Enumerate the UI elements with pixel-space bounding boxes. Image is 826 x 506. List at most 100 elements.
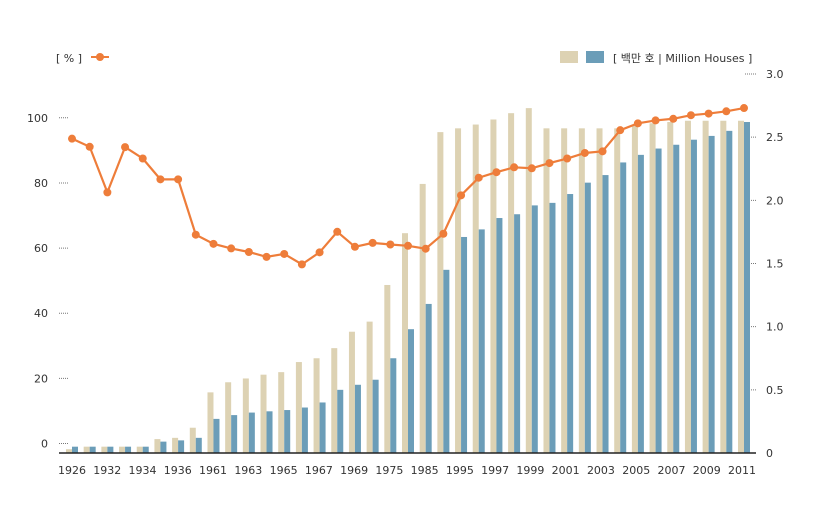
- bar-beige: [366, 321, 373, 453]
- line-point: [227, 244, 236, 253]
- x-tick-label: 2007: [657, 464, 685, 477]
- bar-blue: [461, 236, 468, 453]
- line-series: [68, 104, 748, 269]
- bar-beige: [331, 348, 338, 453]
- left-tick-label: 40: [34, 307, 48, 320]
- x-tick-label: 1961: [199, 464, 227, 477]
- bar-blue: [337, 389, 344, 453]
- bar-beige: [295, 362, 302, 453]
- bar-blue: [178, 440, 185, 453]
- right-tick-label: 1.0: [766, 321, 784, 334]
- bar-blue: [620, 162, 627, 454]
- right-tick-label: 2.5: [766, 131, 784, 144]
- bar-blue: [72, 446, 78, 453]
- line-point: [598, 147, 607, 156]
- bar-beige: [578, 128, 585, 453]
- legend-swatch-beige: [560, 51, 578, 63]
- x-tick-label: 2009: [693, 464, 721, 477]
- bar-blue: [549, 202, 556, 453]
- line-point: [68, 134, 76, 143]
- bar-beige: [596, 128, 603, 453]
- line-point: [156, 175, 165, 184]
- bar-blue: [408, 329, 414, 453]
- bar-beige: [172, 437, 179, 453]
- legend-swatch-blue: [586, 51, 604, 63]
- bar-beige: [384, 284, 391, 453]
- bar-beige: [490, 119, 497, 453]
- bar-beige: [702, 120, 709, 453]
- bar-blue: [372, 379, 379, 453]
- line-point: [209, 239, 218, 248]
- bar-blue: [690, 139, 697, 453]
- bar-beige: [207, 392, 214, 453]
- line-point: [85, 142, 94, 151]
- left-tick-label: 80: [34, 177, 48, 190]
- line-point: [103, 188, 112, 197]
- bar-beige: [508, 113, 515, 453]
- bar-blue: [655, 148, 662, 454]
- bar-blue: [673, 144, 680, 453]
- bar-beige: [543, 128, 550, 453]
- x-tick-label: 1999: [516, 464, 544, 477]
- right-y-axis: 0 0.5 1.0 1.5 2.0 2.5 3.0: [745, 68, 784, 460]
- bar-blue: [231, 415, 238, 453]
- line-point: [174, 175, 183, 184]
- line-point: [510, 163, 519, 172]
- line-point: [527, 164, 536, 173]
- bar-beige: [189, 427, 196, 453]
- bar-blue: [213, 418, 220, 453]
- left-tick-label: 100: [27, 112, 48, 125]
- line-point: [616, 126, 625, 135]
- line-point: [722, 107, 731, 116]
- legend-line-marker: [96, 53, 104, 61]
- bar-series: [66, 108, 750, 454]
- line-point: [404, 241, 412, 250]
- line-point: [704, 109, 713, 118]
- left-tick-label: 0: [41, 438, 48, 451]
- line-point: [315, 248, 324, 257]
- x-tick-label: 2005: [622, 464, 650, 477]
- bar-blue: [443, 269, 450, 453]
- x-tick-label: 1975: [375, 464, 403, 477]
- line-point: [651, 116, 660, 125]
- bar-beige: [720, 120, 727, 453]
- line-point: [386, 240, 395, 249]
- bar-blue: [107, 446, 114, 453]
- bar-blue: [531, 205, 538, 453]
- line-point: [474, 173, 483, 182]
- bar-blue: [637, 154, 644, 453]
- bar-blue: [478, 229, 485, 453]
- bar-beige: [101, 446, 108, 453]
- bar-beige: [119, 446, 126, 453]
- bar-beige: [313, 358, 320, 453]
- line-point: [439, 229, 448, 238]
- bar-blue: [726, 130, 733, 453]
- left-axis-unit-label: [ % ]: [56, 52, 82, 65]
- left-tick-label: 20: [34, 372, 48, 385]
- line-point: [492, 168, 501, 177]
- x-tick-label: 2003: [587, 464, 615, 477]
- bar-blue: [160, 441, 167, 453]
- bar-blue: [89, 446, 96, 453]
- x-tick-label: 1985: [411, 464, 439, 477]
- bar-beige: [455, 128, 462, 453]
- bar-beige: [260, 374, 267, 453]
- bar-blue: [284, 410, 291, 453]
- x-tick-label: 1963: [234, 464, 262, 477]
- x-tick-label: 1969: [340, 464, 368, 477]
- bar-beige: [525, 108, 532, 453]
- x-tick-label: 1995: [446, 464, 474, 477]
- bar-beige: [348, 331, 355, 453]
- bar-blue: [195, 437, 202, 453]
- x-tick-label: 1967: [305, 464, 333, 477]
- bar-beige: [738, 120, 744, 453]
- line-point: [457, 191, 466, 200]
- line-point: [686, 111, 695, 120]
- line-point: [280, 249, 289, 258]
- bar-beige: [136, 446, 143, 453]
- bar-blue: [266, 411, 273, 453]
- right-tick-label: 0.5: [766, 384, 784, 397]
- x-tick-label: 1965: [270, 464, 298, 477]
- bar-blue: [708, 135, 715, 454]
